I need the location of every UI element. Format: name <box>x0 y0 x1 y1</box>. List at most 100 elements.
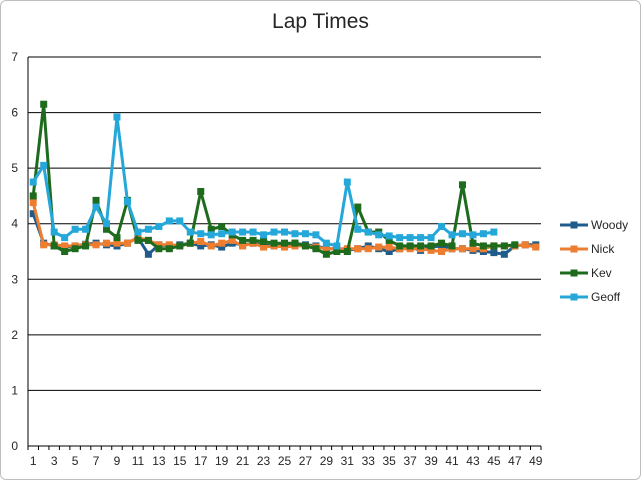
series-lines <box>29 100 540 258</box>
data-point-geoff <box>123 197 131 205</box>
data-point-kev <box>438 239 446 247</box>
legend: Woody Nick Kev Geoff <box>560 218 628 304</box>
data-point-geoff <box>448 231 456 239</box>
data-point-nick <box>29 199 37 207</box>
data-point-kev <box>396 242 404 250</box>
data-point-geoff <box>50 228 58 236</box>
data-point-geoff <box>71 225 79 233</box>
data-point-nick <box>61 242 69 250</box>
data-point-kev <box>458 181 466 189</box>
data-point-nick <box>239 242 247 250</box>
data-point-geoff <box>312 231 320 239</box>
data-point-geoff <box>249 228 257 236</box>
data-point-woody <box>197 242 205 250</box>
x-tick-label: 15 <box>173 454 187 468</box>
y-tick-label: 1 <box>11 383 18 397</box>
data-point-nick <box>385 243 393 251</box>
data-point-geoff <box>218 230 226 238</box>
x-tick-label: 37 <box>403 454 417 468</box>
data-point-nick <box>427 246 435 254</box>
data-point-woody <box>385 248 393 255</box>
data-point-geoff <box>364 228 372 236</box>
data-point-kev <box>155 245 163 253</box>
data-point-nick <box>281 243 288 251</box>
data-point-kev <box>301 242 309 250</box>
data-point-geoff <box>260 231 268 239</box>
data-point-nick <box>165 241 173 249</box>
legend-label-kev: Kev <box>591 266 612 280</box>
x-tick-label: 49 <box>529 454 543 468</box>
data-point-nick <box>375 243 383 251</box>
data-point-geoff <box>103 220 111 228</box>
data-point-nick <box>228 236 236 244</box>
data-point-kev <box>322 250 330 258</box>
data-point-geoff <box>29 178 37 186</box>
x-tick-label: 9 <box>114 454 121 468</box>
data-point-kev <box>260 237 268 245</box>
data-point-woody <box>490 249 498 257</box>
y-tick-label: 3 <box>11 272 18 286</box>
x-tick-labels: 1 3 5 7 9 11 13 15 17 19 21 23 25 27 29 31 33 35 37 39 41 43 4… <box>30 454 543 468</box>
data-point-geoff <box>186 228 194 236</box>
data-point-kev <box>50 242 58 250</box>
data-point-kev <box>165 245 173 253</box>
data-point-kev <box>144 236 152 244</box>
data-point-nick <box>155 241 163 249</box>
data-point-nick <box>469 245 477 253</box>
data-point-geoff <box>176 217 184 225</box>
legend-label-geoff: Geoff <box>591 290 621 304</box>
data-point-woody <box>500 250 508 258</box>
data-point-geoff <box>301 230 309 238</box>
data-point-kev <box>71 245 79 253</box>
data-point-geoff <box>406 234 414 242</box>
y-tick-label: 5 <box>11 161 18 175</box>
data-point-nick <box>218 239 226 247</box>
x-tick-label: 11 <box>132 454 145 468</box>
data-point-nick <box>40 241 48 249</box>
data-point-geoff <box>354 225 362 233</box>
x-tick-label: 31 <box>341 454 355 468</box>
data-point-geoff <box>396 234 404 242</box>
data-point-nick <box>197 237 205 245</box>
data-point-kev <box>427 242 435 250</box>
data-point-geoff <box>375 231 383 239</box>
data-point-kev <box>113 234 121 242</box>
data-point-kev <box>218 222 226 230</box>
x-tick-label: 39 <box>424 454 438 468</box>
y-tick-labels: 0 1 2 3 4 5 6 7 <box>11 50 18 453</box>
data-point-geoff <box>469 231 477 239</box>
x-tick-label: 27 <box>299 454 313 468</box>
data-point-kev <box>207 225 215 233</box>
data-point-nick <box>364 245 372 253</box>
data-point-geoff <box>322 239 330 247</box>
x-tick-label: 7 <box>93 454 100 468</box>
data-point-kev <box>448 242 456 250</box>
data-point-geoff <box>438 222 446 230</box>
data-point-kev <box>479 242 487 250</box>
data-point-geoff <box>165 217 173 225</box>
series-line-geoff <box>31 115 495 248</box>
x-tick-label: 41 <box>445 454 459 468</box>
x-tick-label: 1 <box>30 454 37 468</box>
data-point-kev <box>103 225 111 233</box>
data-point-kev <box>40 100 48 108</box>
data-point-kev <box>511 241 519 249</box>
data-point-kev <box>239 236 247 244</box>
data-point-kev <box>176 242 184 250</box>
data-point-geoff <box>417 234 425 242</box>
data-point-kev <box>82 242 90 250</box>
data-point-nick <box>438 248 446 255</box>
x-tick-label: 45 <box>487 454 501 468</box>
x-tick-label: 25 <box>278 454 292 468</box>
data-point-nick <box>458 245 466 253</box>
data-point-geoff <box>197 230 205 238</box>
data-point-geoff <box>270 228 278 236</box>
x-tick-label: 13 <box>152 454 166 468</box>
legend-swatch-marker-woody <box>570 221 578 229</box>
data-point-nick <box>532 243 540 251</box>
x-tick-label: 33 <box>362 454 376 468</box>
data-point-nick <box>123 239 131 247</box>
data-point-kev <box>291 239 299 247</box>
x-tick-label: 19 <box>215 454 229 468</box>
data-point-nick <box>322 245 330 253</box>
